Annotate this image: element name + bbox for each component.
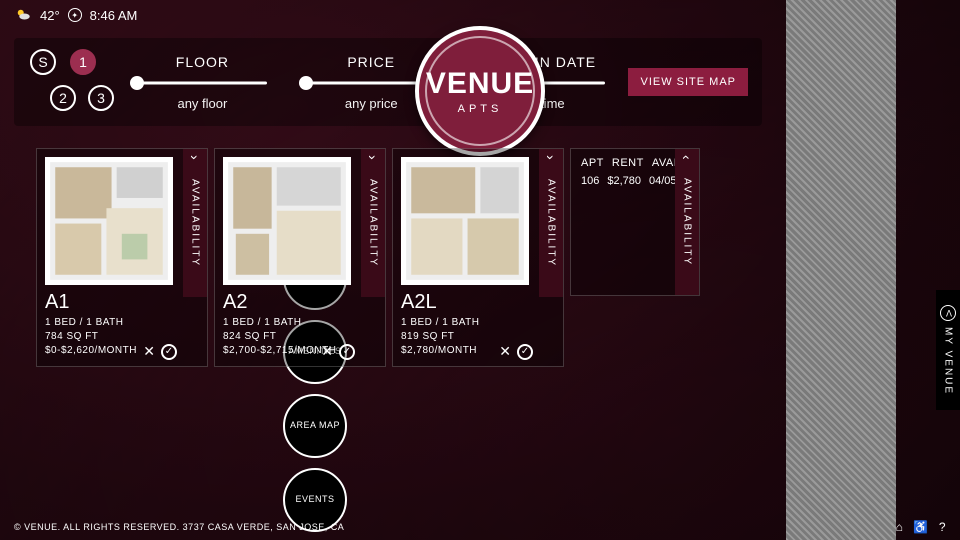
my-venue-badge-icon: V — [940, 305, 956, 321]
filter-bar: S 1 2 3 FLOOR any floor PRICE any price … — [14, 38, 762, 126]
floorplan-card: › AVAILABILITY A2 1 BED / 1 BATH 824 SQ … — [214, 148, 386, 367]
floorplan-thumbnail[interactable] — [223, 157, 351, 285]
plan-beds: 1 BED / 1 BATH — [223, 316, 353, 330]
brand-logo: VENUE APTS — [415, 26, 545, 156]
floorplan-thumbnail[interactable] — [401, 157, 529, 285]
availability-toggle[interactable]: › AVAILABILITY — [183, 149, 207, 297]
logo-line2: APTS — [458, 103, 503, 115]
chevron-left-icon: ‹ — [679, 155, 695, 162]
help-icon[interactable]: ? — [939, 520, 946, 534]
weather-icon — [14, 6, 32, 24]
step-1[interactable]: 1 — [70, 49, 96, 75]
floorplan-card: › AVAILABILITY A1 1 BED / 1 BATH 784 SQ … — [36, 148, 208, 367]
compass-icon: ✦ — [68, 8, 82, 22]
chevron-right-icon: › — [365, 155, 381, 162]
plan-title: A1 — [45, 291, 175, 314]
step-selector: S 1 2 3 — [28, 47, 118, 117]
right-rail — [786, 0, 896, 540]
check-icon[interactable]: ✓ — [339, 344, 355, 360]
plan-title: A2L — [401, 291, 531, 314]
floor-slider[interactable] — [137, 78, 267, 88]
chevron-right-icon: › — [187, 155, 203, 162]
clock-value: 8:46 AM — [90, 8, 138, 23]
view-sitemap-button[interactable]: VIEW SITE MAP — [628, 68, 748, 96]
filter-floor-value: any floor — [118, 96, 287, 111]
my-venue-label: MY VENUE — [943, 327, 954, 395]
step-3[interactable]: 3 — [88, 85, 114, 111]
footer-text: © VENUE. ALL RIGHTS RESERVED. 3737 CASA … — [14, 522, 344, 532]
floorplan-cards: › AVAILABILITY A1 1 BED / 1 BATH 784 SQ … — [36, 148, 700, 367]
filter-floor-label: FLOOR — [118, 54, 287, 70]
plan-sqft: 784 SQ FT — [45, 330, 175, 344]
close-icon[interactable]: ✕ — [499, 343, 511, 360]
availability-toggle[interactable]: ‹ AVAILABILITY — [675, 149, 699, 295]
availability-row[interactable]: 106 $2,780 04/05 — [581, 175, 675, 187]
col-apt: APT — [581, 157, 604, 169]
availability-toggle[interactable]: › AVAILABILITY — [539, 149, 563, 297]
step-2[interactable]: 2 — [50, 85, 76, 111]
floorplan-card: › AVAILABILITY A2L 1 BED / 1 BATH 819 SQ… — [392, 148, 564, 367]
plan-sqft: 819 SQ FT — [401, 330, 531, 344]
col-rent: RENT — [612, 157, 644, 169]
close-icon[interactable]: ✕ — [321, 343, 333, 360]
step-s[interactable]: S — [30, 49, 56, 75]
plan-title: A2 — [223, 291, 353, 314]
nav-area-map[interactable]: AREA MAP — [283, 394, 347, 458]
check-icon[interactable]: ✓ — [161, 344, 177, 360]
floorplan-thumbnail[interactable] — [45, 157, 173, 285]
check-icon[interactable]: ✓ — [517, 344, 533, 360]
footer: © VENUE. ALL RIGHTS RESERVED. 3737 CASA … — [14, 520, 946, 534]
plan-beds: 1 BED / 1 BATH — [401, 316, 531, 330]
filter-floor: FLOOR any floor — [118, 54, 287, 111]
close-icon[interactable]: ✕ — [143, 343, 155, 360]
availability-toggle[interactable]: › AVAILABILITY — [361, 149, 385, 297]
equal-housing-icon[interactable]: ⌂ — [896, 520, 904, 534]
plan-sqft: 824 SQ FT — [223, 330, 353, 344]
accessibility-icon[interactable]: ♿ — [913, 520, 928, 534]
status-bar: 42° ✦ 8:46 AM — [14, 6, 137, 24]
temperature-value: 42° — [40, 8, 60, 23]
logo-line1: VENUE — [426, 67, 534, 101]
chevron-right-icon: › — [543, 155, 559, 162]
plan-beds: 1 BED / 1 BATH — [45, 316, 175, 330]
my-venue-tab[interactable]: V MY VENUE — [936, 290, 960, 410]
availability-panel: APT RENT AVAIL 106 $2,780 04/05 ‹ AVAILA… — [570, 148, 700, 296]
availability-headers: APT RENT AVAIL — [581, 157, 675, 169]
